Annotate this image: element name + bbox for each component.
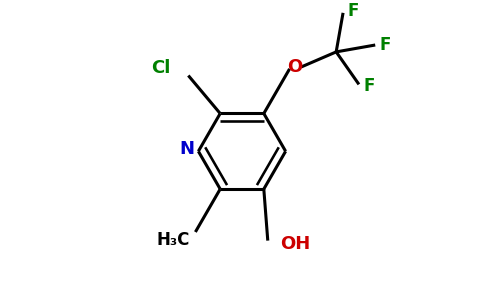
Text: Cl: Cl (151, 58, 170, 76)
Text: O: O (287, 58, 302, 76)
Text: F: F (363, 77, 375, 95)
Text: OH: OH (280, 235, 311, 253)
Text: F: F (379, 36, 391, 54)
Text: N: N (179, 140, 194, 158)
Text: F: F (348, 2, 359, 20)
Text: H₃C: H₃C (157, 231, 190, 249)
